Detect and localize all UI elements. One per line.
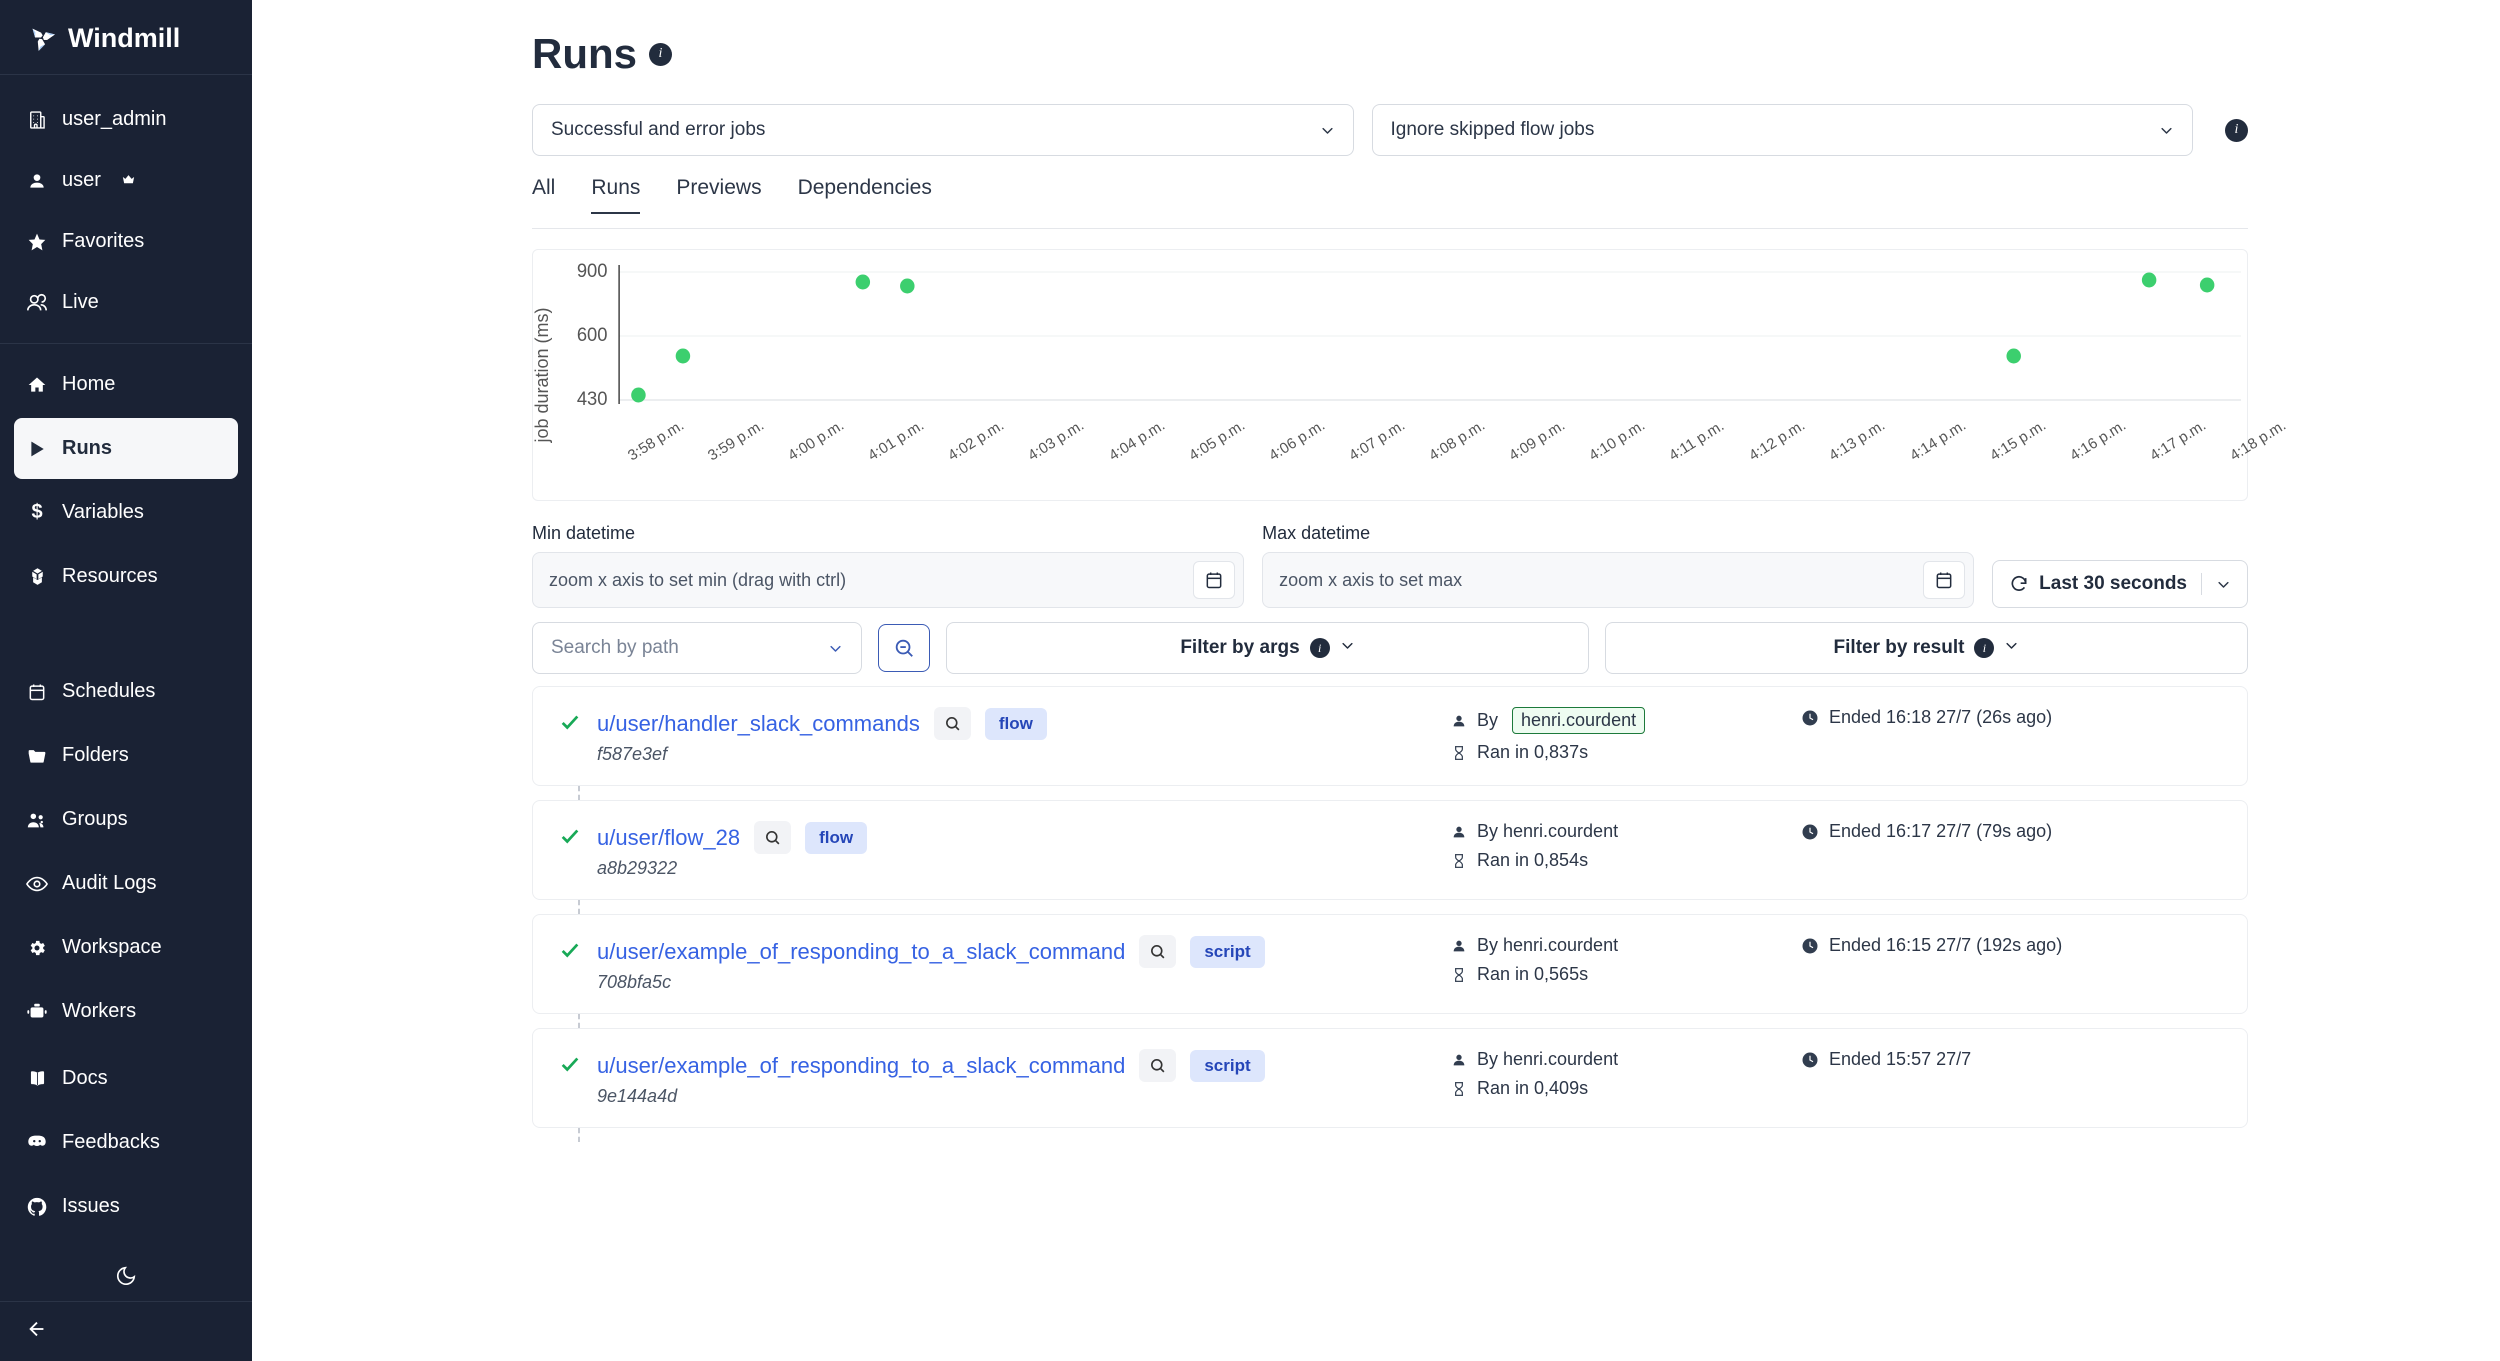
svg-text:600: 600: [577, 324, 608, 345]
svg-text:900: 900: [577, 260, 608, 281]
svg-text:430: 430: [577, 388, 608, 409]
